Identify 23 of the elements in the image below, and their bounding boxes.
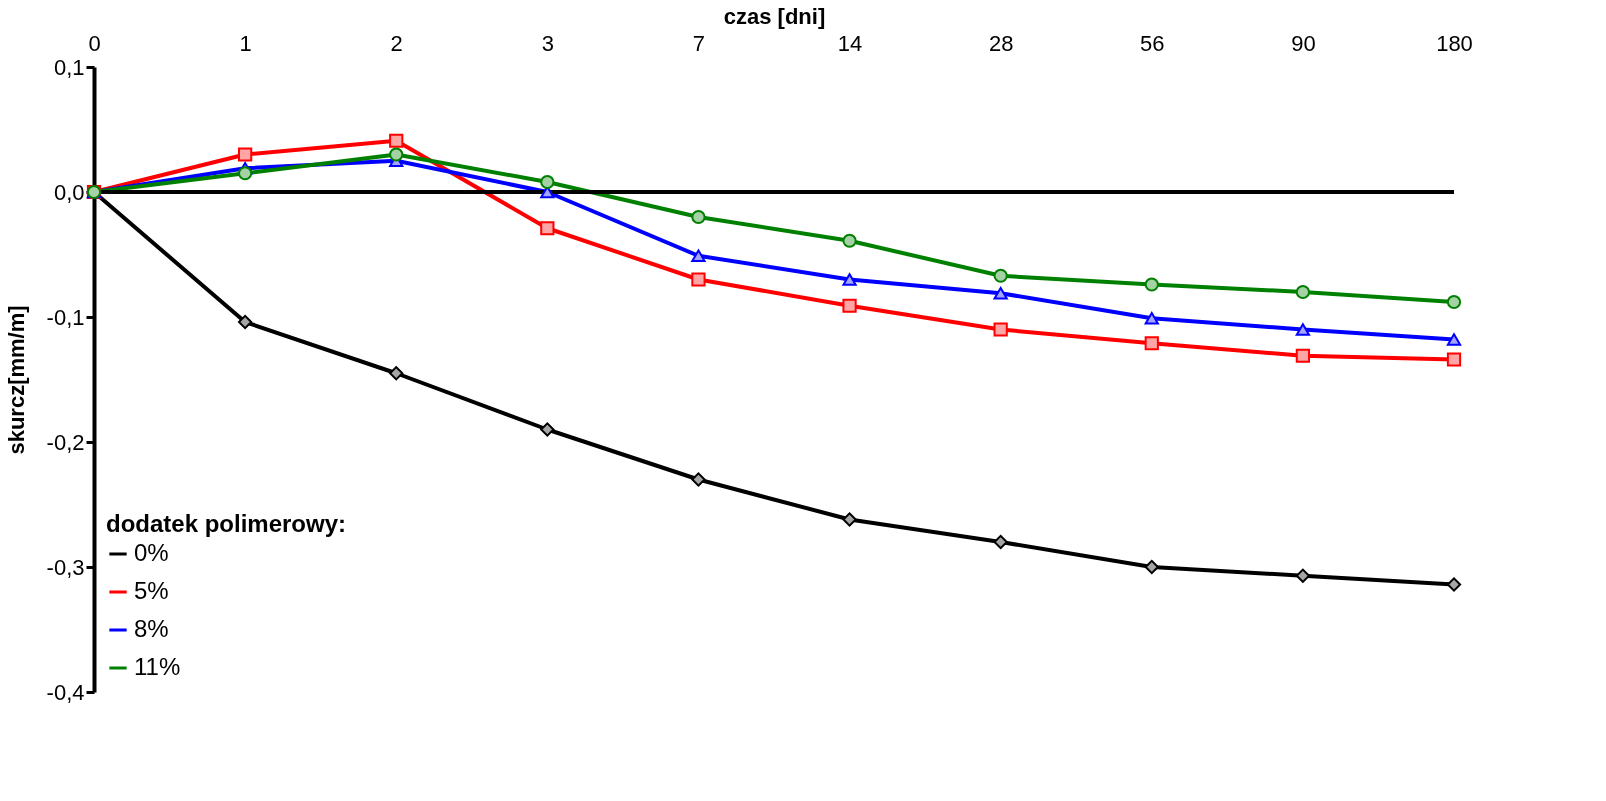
x-tick-label: 90 — [1291, 30, 1316, 56]
x-axis-title: czas [dni] — [723, 3, 826, 29]
y-tick-label: -0,1 — [46, 304, 85, 330]
y-tick-label: 0,1 — [53, 54, 85, 80]
y-tick-label: 0,0 — [53, 179, 85, 205]
y-tick-label: -0,4 — [46, 679, 85, 705]
y-tick-label: -0,3 — [46, 554, 85, 580]
legend-label: 0% — [134, 539, 169, 566]
x-tick-label: 3 — [541, 30, 554, 56]
y-tick-label: -0,2 — [46, 429, 85, 455]
x-tick-label: 14 — [837, 30, 863, 56]
x-tick-label: 7 — [692, 30, 706, 56]
legend-title: dodatek polimerowy: — [106, 510, 347, 537]
legend-label: 11% — [134, 653, 181, 680]
legend-label: 8% — [134, 615, 169, 642]
y-axis-title: skurcz[mm/m] — [3, 305, 29, 455]
x-tick-label: 1 — [239, 30, 252, 56]
x-tick-label: 2 — [390, 30, 403, 56]
x-tick-label: 56 — [1140, 30, 1165, 56]
x-tick-label: 0 — [88, 30, 101, 56]
x-tick-label: 28 — [988, 30, 1014, 56]
legend-label: 5% — [134, 577, 169, 604]
x-tick-label: 180 — [1436, 30, 1473, 56]
